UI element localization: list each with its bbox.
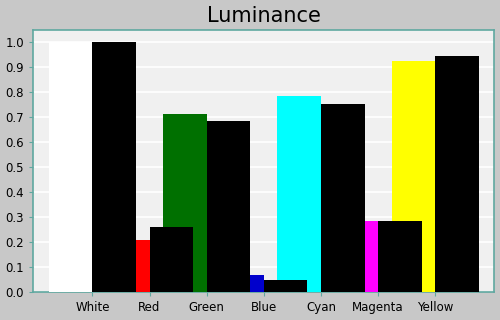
Bar <box>334 221 378 292</box>
Bar <box>49 42 92 292</box>
Bar <box>150 228 193 292</box>
Bar <box>264 280 308 292</box>
Bar <box>392 61 435 292</box>
Bar <box>278 96 321 292</box>
Title: Luminance: Luminance <box>207 5 321 26</box>
Bar <box>378 221 422 292</box>
Bar <box>92 42 136 292</box>
Bar <box>220 275 264 292</box>
Bar <box>163 114 206 292</box>
Bar <box>435 56 479 292</box>
Bar <box>206 121 250 292</box>
Bar <box>106 240 150 292</box>
Bar <box>321 104 364 292</box>
